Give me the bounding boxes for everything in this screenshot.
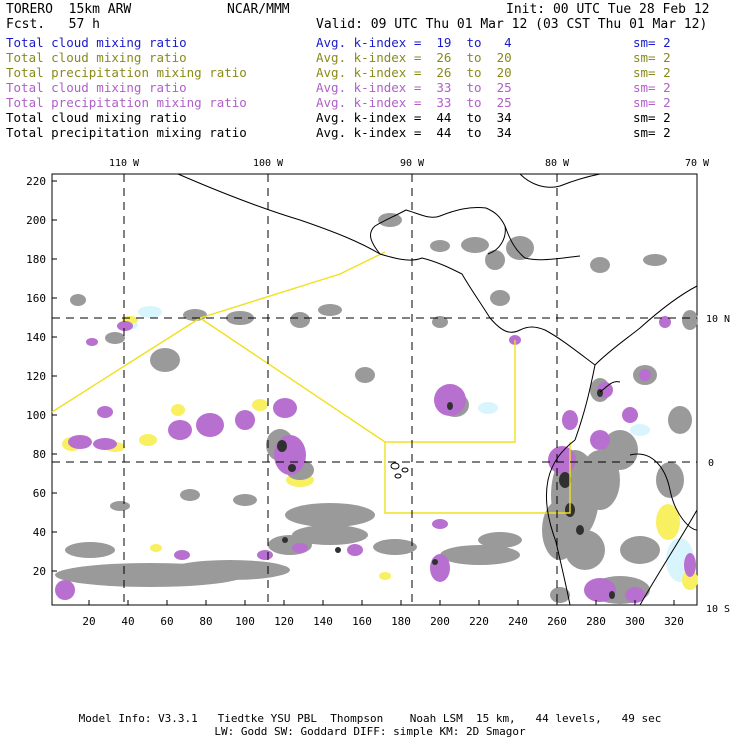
x-tick-label: 280 [586, 615, 606, 628]
legend-kindex: Avg. k-index = 26 to 20 [316, 50, 512, 65]
legend-row: Total cloud mixing ratio Avg. k-index = … [6, 80, 736, 95]
y-tick-label: 100 [26, 409, 46, 422]
x-tick-label: 160 [352, 615, 372, 628]
legend-field: Total cloud mixing ratio [6, 50, 187, 65]
y-tick-label: 40 [33, 526, 46, 539]
legend-smoothing: sm= 2 [633, 50, 671, 65]
legend-smoothing: sm= 2 [633, 95, 671, 110]
center-name: NCAR/MMM [227, 2, 290, 17]
legend-smoothing: sm= 2 [633, 110, 671, 125]
legend-smoothing: sm= 2 [633, 125, 671, 140]
x-tick-label: 80 [199, 615, 212, 628]
yellow-shading [62, 316, 698, 590]
x-tick-label: 140 [313, 615, 333, 628]
legend-smoothing: sm= 2 [633, 35, 671, 50]
x-tick-label: 180 [391, 615, 411, 628]
lat-label: 10 S [706, 604, 730, 615]
lon-label: 90 W [400, 158, 425, 169]
y-tick-label: 80 [33, 448, 46, 461]
coastlines [177, 173, 698, 606]
x-tick-marks [88, 600, 675, 605]
y-tick-label: 160 [26, 292, 46, 305]
forecast-hour: Fcst. 57 h [6, 17, 100, 32]
legend-kindex: Avg. k-index = 44 to 34 [316, 110, 512, 125]
x-tick-label: 60 [160, 615, 173, 628]
graticule [52, 174, 697, 605]
legend-smoothing: sm= 2 [633, 65, 671, 80]
physics-info-line: LW: Godd SW: Goddard DIFF: simple KM: 2D… [214, 725, 526, 738]
legend-field: Total precipitation mixing ratio [6, 95, 247, 110]
init-time: Init: 00 UTC Tue 28 Feb 12 [506, 2, 710, 17]
y-tick-label: 20 [33, 565, 46, 578]
lat-label: 10 N [706, 314, 730, 325]
legend-row: Total cloud mixing ratio Avg. k-index = … [6, 110, 736, 125]
legend-kindex: Avg. k-index = 44 to 34 [316, 125, 512, 140]
lon-label: 100 W [253, 158, 284, 169]
x-tick-label: 200 [430, 615, 450, 628]
legend-field: Total cloud mixing ratio [6, 80, 187, 95]
x-tick-label: 20 [82, 615, 95, 628]
legend-field: Total cloud mixing ratio [6, 35, 187, 50]
legend-row: Total precipitation mixing ratio Avg. k-… [6, 125, 736, 140]
model-info-line: Model Info: V3.3.1 Tiedtke YSU PBL Thomp… [78, 712, 662, 725]
lon-label: 80 W [545, 158, 570, 169]
dark-cores [277, 389, 615, 599]
y-tick-label: 120 [26, 370, 46, 383]
x-tick-label: 320 [664, 615, 684, 628]
x-tick-label: 300 [625, 615, 645, 628]
lat-label: 0 [708, 458, 714, 469]
x-tick-label: 240 [508, 615, 528, 628]
y-tick-label: 180 [26, 253, 46, 266]
valid-time: Valid: 09 UTC Thu 01 Mar 12 (03 CST Thu … [316, 17, 708, 32]
y-tick-label: 140 [26, 331, 46, 344]
lon-label: 110 W [109, 158, 140, 169]
legend-row: Total precipitation mixing ratio Avg. k-… [6, 95, 736, 110]
lon-label: 70 W [685, 158, 710, 169]
forecast-map: 110 W 100 W 90 W 80 W 70 W 10 N 0 10 S 2… [26, 158, 730, 628]
mixing-ratio-field [55, 213, 698, 604]
legend-kindex: Avg. k-index = 33 to 25 [316, 80, 512, 95]
y-tick-label: 220 [26, 175, 46, 188]
y-tick-label: 60 [33, 487, 46, 500]
legend-kindex: Avg. k-index = 19 to 4 [316, 35, 512, 50]
y-tick-label: 200 [26, 214, 46, 227]
legend-field: Total cloud mixing ratio [6, 110, 187, 125]
x-tick-label: 260 [547, 615, 567, 628]
legend-smoothing: sm= 2 [633, 80, 671, 95]
legend-row: Total precipitation mixing ratio Avg. k-… [6, 65, 736, 80]
legend-row: Total cloud mixing ratio Avg. k-index = … [6, 50, 736, 65]
domain-outlines [51, 251, 571, 514]
legend-row: Total cloud mixing ratio Avg. k-index = … [6, 35, 736, 50]
legend-kindex: Avg. k-index = 33 to 25 [316, 95, 512, 110]
legend-kindex: Avg. k-index = 26 to 20 [316, 65, 512, 80]
x-tick-label: 120 [274, 615, 294, 628]
x-tick-label: 100 [235, 615, 255, 628]
legend-field: Total precipitation mixing ratio [6, 65, 247, 80]
legend-field: Total precipitation mixing ratio [6, 125, 247, 140]
model-title: TORERO 15km ARW [6, 2, 132, 17]
x-tick-label: 40 [121, 615, 134, 628]
x-tick-label: 220 [469, 615, 489, 628]
y-tick-marks [52, 180, 57, 572]
